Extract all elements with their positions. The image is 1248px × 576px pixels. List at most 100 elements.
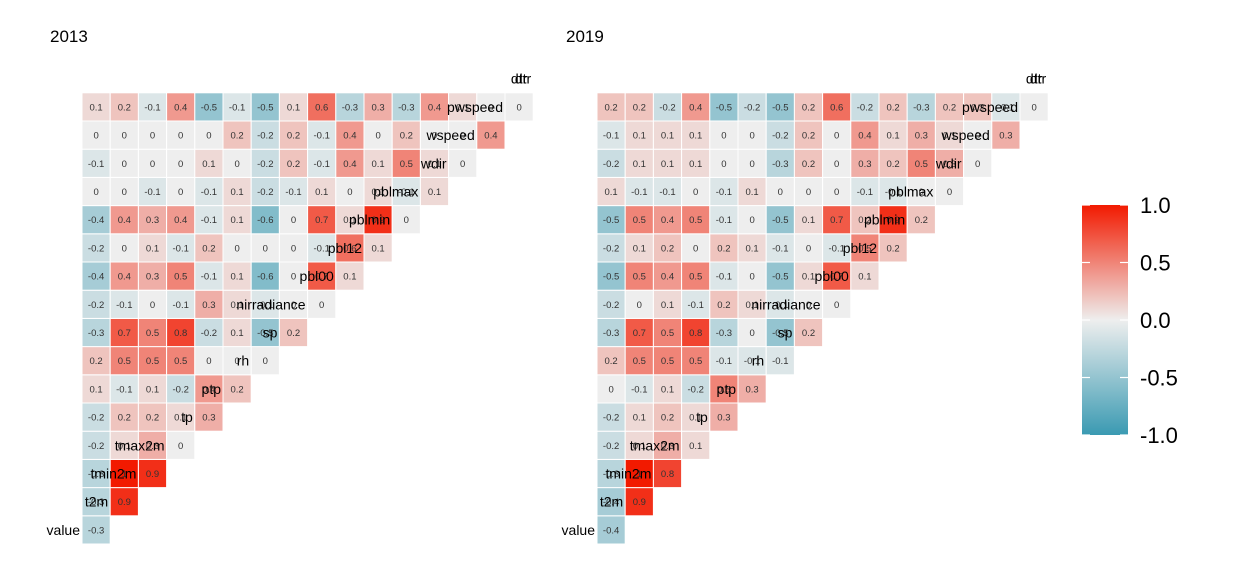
legend-tick-label: 1.0 [1140, 193, 1171, 218]
heatmap-cell [681, 148, 711, 178]
cell-value-label: 0.9 [886, 215, 899, 226]
variable-label: pblmin [349, 212, 390, 228]
cell-value-label: 0 [749, 131, 754, 142]
cell-value-label: 0 [1031, 102, 1036, 113]
variable-label: tmin2m [605, 466, 651, 482]
heatmap-cell [793, 120, 824, 150]
cell-value-label: 0.2 [633, 102, 646, 113]
cell-value-label: -0.1 [116, 300, 132, 311]
heatmap-cell [194, 92, 224, 122]
cell-value-label: 0 [749, 272, 754, 283]
cell-value-label: -0.2 [772, 131, 788, 142]
cell-value-label: -0.5 [603, 272, 619, 283]
cell-value-label: 0.2 [118, 102, 131, 113]
variable-label-top: dtr [511, 71, 528, 87]
cell-value-label: 0.6 [830, 102, 843, 113]
cell-value-label: -0.3 [88, 497, 104, 508]
heatmap-cell [81, 233, 111, 263]
variable-label: ptp [717, 381, 737, 397]
cell-value-label: 0.2 [604, 356, 617, 367]
variable-label: pwspeed [962, 99, 1018, 115]
cell-value-label: 0 [432, 131, 437, 142]
heatmap-cell [878, 233, 908, 263]
cell-value-label: 0 [93, 187, 98, 198]
heatmap-cell [737, 374, 767, 404]
heatmap-cell [934, 148, 965, 178]
cell-value-label: 0.4 [174, 102, 187, 113]
variable-label: nirradiance [236, 296, 305, 312]
variable-label: pblmax [373, 184, 418, 200]
cell-value-label: -0.3 [603, 328, 619, 339]
heatmap-cell [109, 120, 139, 150]
cell-value-label: -0.1 [144, 102, 160, 113]
cell-value-label: -0.1 [772, 300, 788, 311]
cell-value-label: 0.1 [89, 102, 102, 113]
cell-value-label: -0.3 [398, 102, 414, 113]
heatmap-cell [250, 289, 280, 319]
cell-value-label: 0.1 [745, 187, 758, 198]
cell-value-label: -0.3 [88, 525, 104, 536]
heatmap-cell [934, 92, 965, 122]
cell-value-label: 0.2 [802, 102, 815, 113]
heatmap-cell [166, 402, 196, 432]
cell-value-label: 0.1 [202, 159, 215, 170]
cell-value-label: 0.3 [202, 413, 215, 424]
heatmap-cell [765, 317, 795, 348]
cell-value-label: 0.2 [858, 215, 871, 226]
cell-value-label: 0.7 [118, 328, 131, 339]
heatmap-cell [681, 317, 711, 348]
cell-value-label: 0.7 [315, 272, 328, 283]
cell-value-label: 0.6 [343, 243, 356, 254]
heatmap-cell [81, 289, 111, 319]
cell-value-label: 0.5 [118, 356, 131, 367]
cell-value-label: -0.4 [88, 272, 104, 283]
cell-value-label: -0.2 [201, 328, 217, 339]
variable-label-top: dtr [1026, 71, 1043, 87]
heatmap-cell [850, 205, 880, 235]
cell-value-label: -0.3 [342, 102, 358, 113]
heatmap-cell [850, 261, 880, 291]
panel-2019: 2019 -0.4 -0.4 0.9 -0.3 1 0.8 -0.2 0.1 0.3 0.1 -0.2… [562, 27, 1049, 545]
heatmap-cell [166, 92, 196, 122]
cell-value-label: 0.1 [661, 300, 674, 311]
cell-value-label: 0.3 [202, 300, 215, 311]
heatmap-cell [596, 374, 626, 404]
heatmap-cell [81, 92, 111, 122]
cell-value-label: -0.2 [857, 102, 873, 113]
heatmap-cell [448, 148, 478, 178]
cell-value-label: -0.3 [88, 469, 104, 480]
cell-value-label: -0.1 [201, 215, 217, 226]
cell-value-label: -0.2 [88, 441, 104, 452]
cell-value-label: 0.4 [689, 102, 702, 113]
cell-value-label: 0.3 [745, 384, 758, 395]
cell-value-label: -0.4 [88, 215, 104, 226]
heatmap-cell [81, 487, 111, 517]
cell-value-label: 0 [749, 159, 754, 170]
cell-value-label: -0.3 [88, 328, 104, 339]
cell-value-label: 0.3 [943, 159, 956, 170]
heatmap-cell [596, 92, 626, 122]
cell-value-label: -0.2 [688, 384, 704, 395]
heatmap-cell [709, 374, 739, 404]
cell-value-label: 0 [721, 159, 726, 170]
variable-label: sp [778, 325, 793, 341]
cell-value-label: -0.1 [716, 356, 732, 367]
heatmap-cell [850, 148, 880, 178]
variable-label: t2m [85, 494, 108, 510]
heatmap-cell [363, 233, 393, 263]
cell-value-label: 0.9 [146, 469, 159, 480]
heatmap-cell [765, 92, 795, 122]
cell-value-label: -0.4 [603, 525, 619, 536]
cell-value-label: 0.1 [745, 243, 758, 254]
heatmap-cell [278, 289, 309, 319]
cell-value-label: 0.1 [428, 159, 441, 170]
heatmap-cell [250, 92, 280, 122]
cell-value-label: -0.1 [173, 243, 189, 254]
cell-value-label: -0.1 [88, 159, 104, 170]
heatmap-cell [652, 458, 683, 489]
heatmap-cell [652, 120, 683, 150]
variable-label: nirradiance [751, 296, 820, 312]
heatmap-cell [476, 92, 506, 122]
cell-value-label: 0 [778, 187, 783, 198]
cell-value-label: 0.7 [830, 215, 843, 226]
